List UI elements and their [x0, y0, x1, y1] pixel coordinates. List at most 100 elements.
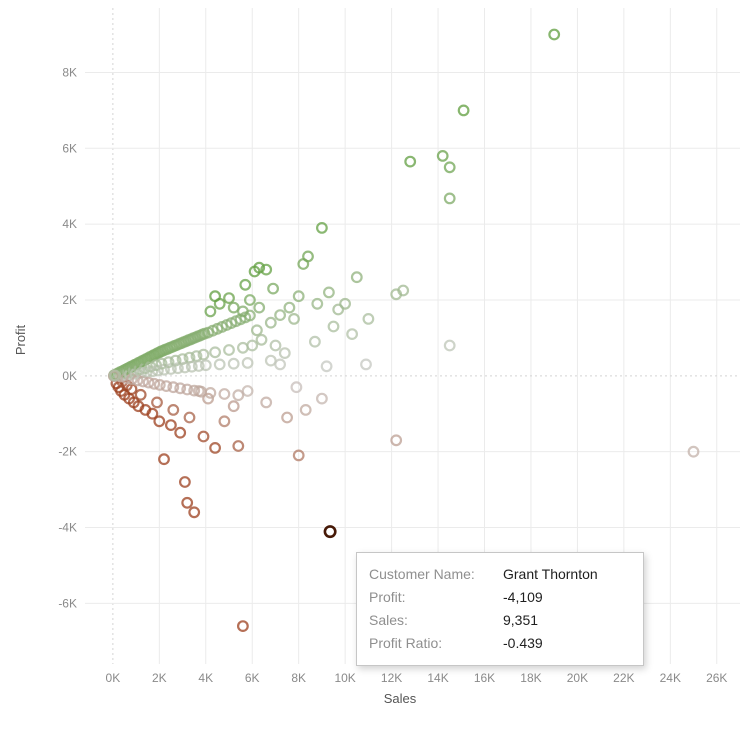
data-point[interactable] — [236, 305, 249, 318]
data-point[interactable] — [232, 440, 245, 452]
data-point[interactable] — [178, 476, 191, 488]
data-point[interactable] — [443, 339, 456, 352]
data-point[interactable] — [260, 263, 273, 276]
data-point[interactable] — [283, 301, 296, 314]
data-point[interactable] — [339, 297, 352, 310]
data-point[interactable] — [241, 357, 254, 369]
data-point[interactable] — [260, 396, 273, 409]
data-point[interactable] — [181, 496, 194, 509]
data-point[interactable] — [209, 290, 222, 303]
data-point[interactable] — [239, 278, 252, 291]
data-point[interactable] — [292, 449, 305, 462]
data-point[interactable] — [320, 360, 333, 373]
data-point[interactable] — [241, 385, 254, 397]
data-point[interactable] — [209, 442, 222, 454]
data-point[interactable] — [299, 404, 312, 416]
data-point[interactable] — [171, 362, 184, 375]
data-point[interactable] — [185, 360, 198, 373]
data-point[interactable] — [236, 341, 249, 354]
data-point[interactable] — [199, 359, 212, 372]
data-point[interactable] — [218, 388, 231, 400]
data-point[interactable] — [153, 379, 166, 391]
data-point[interactable] — [288, 313, 300, 325]
data-point[interactable] — [236, 620, 249, 632]
data-point[interactable] — [155, 357, 168, 370]
data-point[interactable] — [178, 361, 191, 374]
data-point[interactable] — [108, 369, 121, 382]
data-point[interactable] — [327, 320, 340, 333]
data-point[interactable] — [457, 104, 470, 117]
data-point[interactable] — [197, 430, 210, 443]
data-point[interactable] — [290, 381, 303, 394]
data-point[interactable] — [162, 356, 175, 369]
data-point[interactable] — [292, 290, 305, 303]
data-point[interactable] — [264, 354, 277, 367]
data-point[interactable] — [274, 358, 287, 371]
data-point[interactable] — [346, 328, 359, 341]
data-point[interactable] — [255, 333, 268, 346]
data-point[interactable] — [137, 375, 150, 388]
data-point[interactable] — [213, 358, 226, 371]
data-point[interactable] — [246, 339, 259, 352]
data-point[interactable] — [362, 313, 375, 325]
data-point[interactable] — [134, 388, 147, 401]
data-point[interactable] — [253, 301, 266, 314]
data-point[interactable] — [188, 384, 201, 397]
data-point[interactable] — [316, 221, 328, 234]
highlighted-data-point[interactable] — [323, 525, 337, 539]
data-point[interactable] — [223, 344, 235, 356]
data-point[interactable] — [223, 292, 235, 305]
data-point[interactable] — [167, 404, 180, 416]
data-point[interactable] — [169, 354, 182, 367]
data-point[interactable] — [197, 348, 210, 361]
data-point[interactable] — [332, 303, 345, 316]
data-point[interactable] — [174, 426, 187, 439]
data-point[interactable] — [278, 347, 291, 360]
data-point[interactable] — [316, 392, 328, 405]
data-point[interactable] — [443, 161, 456, 174]
data-point[interactable] — [142, 376, 155, 389]
data-point[interactable] — [297, 258, 310, 270]
data-point[interactable] — [250, 324, 263, 337]
data-point[interactable] — [390, 434, 403, 447]
data-point[interactable] — [209, 346, 222, 359]
data-point[interactable] — [350, 271, 363, 284]
data-point[interactable] — [390, 288, 403, 301]
data-point[interactable] — [202, 392, 215, 405]
data-point[interactable] — [167, 381, 180, 394]
data-point[interactable] — [183, 411, 196, 424]
data-point[interactable] — [153, 415, 166, 428]
data-point[interactable] — [151, 396, 163, 409]
data-point[interactable] — [404, 155, 417, 168]
data-point[interactable] — [274, 309, 287, 322]
data-point[interactable] — [360, 358, 372, 371]
data-point[interactable] — [227, 357, 240, 370]
data-point[interactable] — [281, 411, 294, 424]
data-point[interactable] — [548, 28, 561, 41]
data-point[interactable] — [269, 339, 282, 352]
data-point[interactable] — [309, 335, 321, 348]
data-point[interactable] — [192, 360, 205, 372]
data-point[interactable] — [181, 383, 194, 396]
data-point[interactable] — [323, 286, 335, 299]
data-point[interactable] — [248, 265, 261, 278]
data-point[interactable] — [164, 363, 177, 375]
data-point[interactable] — [267, 282, 280, 295]
data-point[interactable] — [160, 380, 173, 393]
data-point[interactable] — [204, 305, 217, 318]
data-point[interactable] — [243, 294, 256, 306]
data-point[interactable] — [164, 419, 177, 432]
data-point[interactable] — [204, 387, 217, 399]
data-point[interactable] — [443, 192, 456, 205]
data-point[interactable] — [311, 297, 324, 310]
data-point[interactable] — [232, 389, 245, 402]
data-point[interactable] — [436, 149, 449, 162]
data-point[interactable] — [264, 316, 277, 329]
data-point[interactable] — [227, 400, 240, 413]
data-point[interactable] — [218, 415, 231, 428]
data-point[interactable] — [188, 506, 201, 519]
data-point[interactable] — [174, 382, 187, 395]
data-point[interactable] — [148, 377, 161, 390]
data-point[interactable] — [158, 453, 170, 466]
data-point[interactable] — [687, 445, 700, 458]
